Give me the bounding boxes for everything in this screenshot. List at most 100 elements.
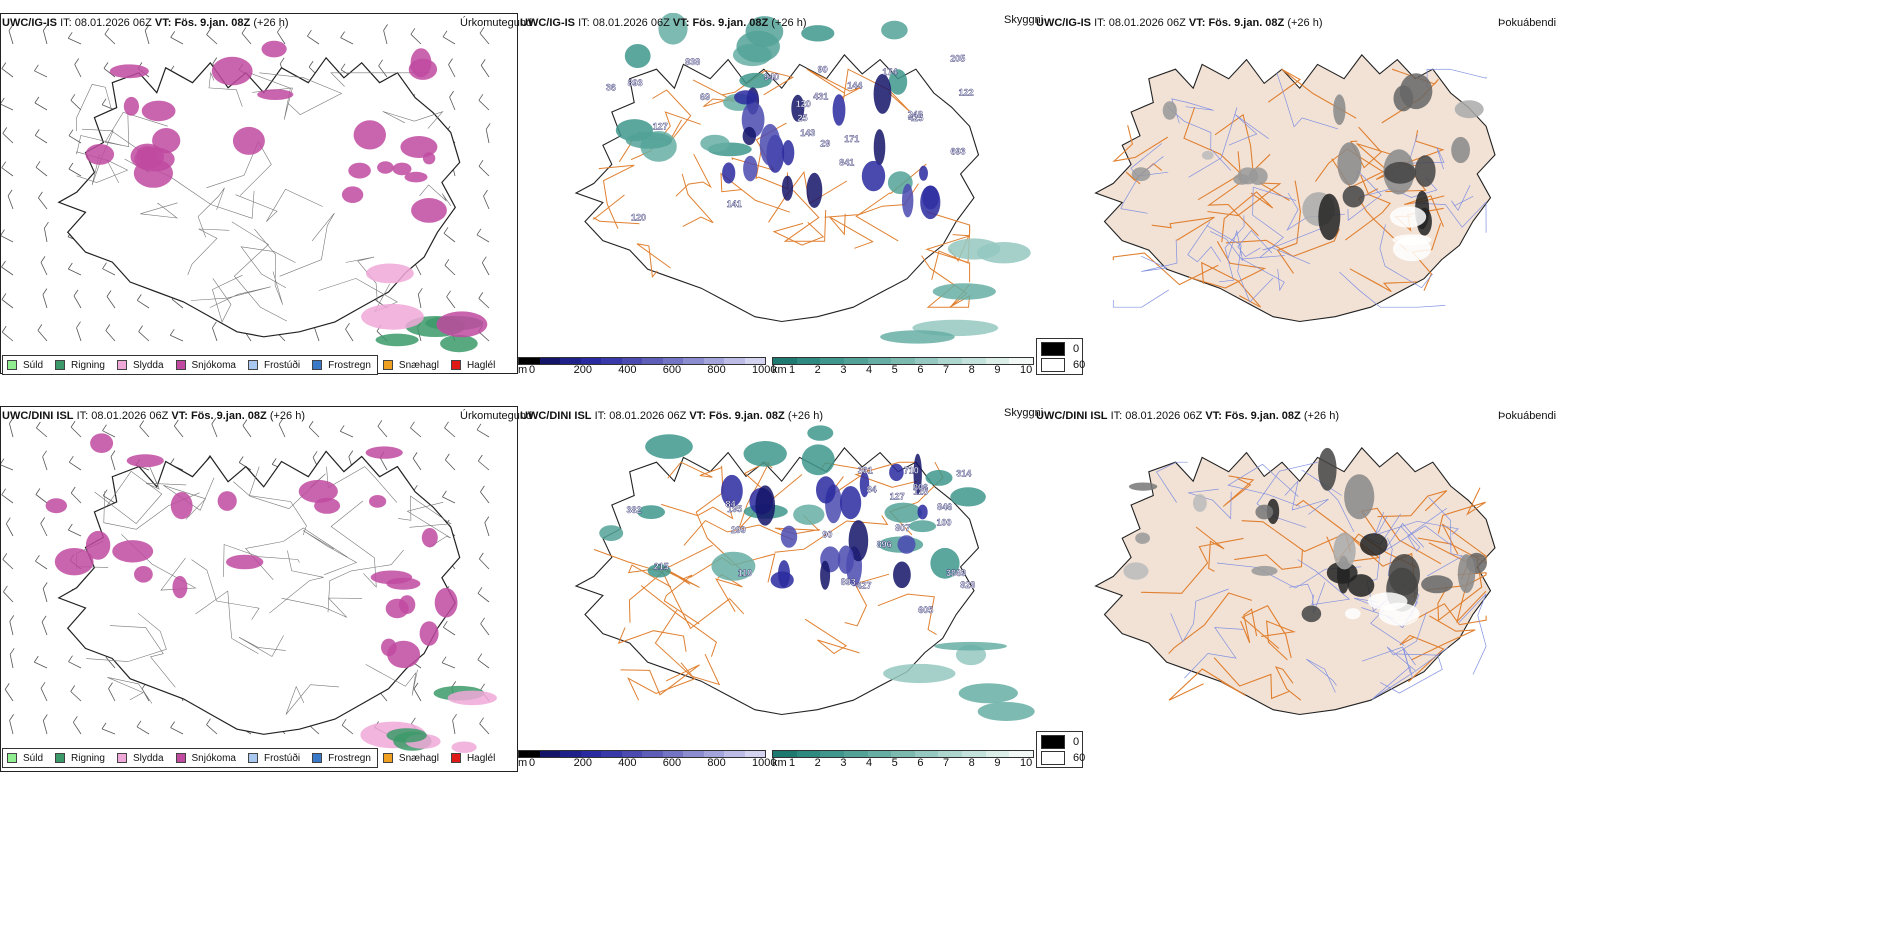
- legend-item-0: Súld: [7, 753, 43, 764]
- fog-legend-swatch: [1041, 358, 1065, 372]
- precip-areas: [85, 40, 488, 353]
- header-cloud-bottom: UWC/DINI ISL IT: 08.01.2026 06Z VT: Fös.…: [520, 409, 823, 423]
- legend-swatch: [450, 360, 461, 370]
- model-name: UWC/DINI ISL: [1036, 410, 1108, 422]
- legend-swatch: [450, 753, 461, 763]
- legend-swatch: [55, 753, 66, 763]
- legend-label: Snæhagl: [398, 752, 439, 764]
- cloud-base-label: 84: [726, 499, 736, 509]
- vt-value: Fös. 9.jan. 08Z: [692, 17, 769, 29]
- it-value: 08.01.2026 06Z: [592, 17, 670, 29]
- colorbar-tick: 2: [814, 364, 821, 376]
- colorbar-tick: 0: [529, 364, 536, 376]
- legend-label: Snjókoma: [191, 752, 236, 764]
- legend-label: Slydda: [132, 752, 164, 764]
- iceland-map: [57, 450, 461, 735]
- colorbar-unit: m: [518, 364, 528, 376]
- colorbar-tick: 800: [707, 364, 726, 376]
- visibility-areas: [615, 13, 1031, 344]
- fog-panel-top: [1038, 13, 1554, 358]
- cloud-base-label: 605: [918, 605, 933, 615]
- header-precip-bottom: UWC/DINI ISL IT: 08.01.2026 06Z VT: Fös.…: [2, 409, 305, 423]
- cloud-base-label: 143: [800, 128, 815, 138]
- fog-indicator-areas: [1123, 447, 1487, 626]
- legend-item-7: Haglél: [450, 360, 495, 371]
- panel-title-cloud-bottom: Skyggni: [1004, 407, 1044, 419]
- fog-legend-label: 60: [1073, 752, 1086, 764]
- cloud-base-label: 893: [628, 78, 643, 88]
- cloud-base-label: 823: [960, 580, 975, 590]
- cloud-base-label: 171: [844, 134, 859, 144]
- cloud-base-label: 120: [631, 213, 646, 223]
- cloud-base-label: 710: [904, 465, 919, 475]
- it-value: 08.01.2026 06Z: [74, 17, 152, 29]
- colorbar-tick: 400: [618, 757, 637, 769]
- legend-label: Rigning: [71, 359, 105, 371]
- model-name: UWC/IG-IS: [520, 17, 575, 29]
- fog-legend-item-top: 0: [1041, 342, 1079, 356]
- colorbar-tick: 1: [789, 757, 796, 769]
- colorbar-tick: 200: [573, 364, 592, 376]
- header-cloud-top: UWC/IG-IS IT: 08.01.2026 06Z VT: Fös. 9.…: [520, 16, 807, 30]
- colorbar-tick: 3: [840, 364, 847, 376]
- colorbar-unit: m: [518, 757, 528, 769]
- cloud-base-label: 427: [857, 580, 872, 590]
- colorbar-tick: 9: [994, 364, 1001, 376]
- legend-label: Súld: [23, 752, 44, 764]
- cloud-base-label: 893: [841, 577, 856, 587]
- colorbar-tick: 7: [943, 364, 950, 376]
- legend-item-4: Frostúði: [247, 752, 301, 764]
- legend-swatch: [116, 360, 127, 370]
- colorbar-tick: 1000: [752, 757, 777, 769]
- fog-legend-label: 60: [1073, 359, 1086, 371]
- colorbar-tick: 0: [529, 757, 536, 769]
- cloud-base-areas: [721, 453, 928, 590]
- iceland-map: [57, 56, 461, 338]
- colorbar-strip: [518, 750, 766, 758]
- legend-item-2: Slydda: [116, 360, 164, 371]
- iceland-map: [1094, 54, 1496, 323]
- colorbar-tick: 600: [662, 364, 682, 376]
- cloud-base-label: 84: [867, 485, 877, 495]
- colorbar-tick: 10: [1020, 364, 1033, 376]
- cloud-base-label: 361: [858, 465, 873, 475]
- legend-item-1: Rigning: [55, 360, 105, 371]
- cloud-base-label: 69: [700, 92, 710, 102]
- cloud-base-label: 841: [839, 158, 854, 168]
- vt-value: Fös. 9.jan. 08Z: [1224, 410, 1301, 422]
- fog-legend-swatch: [1041, 342, 1065, 356]
- colorbar-tick: 6: [917, 364, 924, 376]
- fog-legend-top: 0 60: [1036, 338, 1086, 375]
- fog-legend-item-bottom: 60: [1041, 751, 1085, 765]
- cloud-base-label: 248: [908, 110, 923, 120]
- cloud-base-label: 314: [956, 469, 971, 479]
- header-precip-top: UWC/IG-IS IT: 08.01.2026 06Z VT: Fös. 9.…: [2, 16, 289, 30]
- iceland-map: [1094, 447, 1496, 716]
- panel-title-precip-bottom: Úrkomutegund: [460, 410, 533, 422]
- it-value: 08.01.2026 06Z: [1125, 410, 1203, 422]
- legend-item-3: Snjókoma: [175, 752, 236, 764]
- iceland-map: [574, 54, 980, 323]
- cloud-base-label: 195: [727, 504, 742, 514]
- cloud-base-label: 299: [731, 525, 746, 535]
- fog-legend-swatch: [1041, 735, 1065, 749]
- legend-label: Frostúði: [263, 752, 301, 764]
- visibility-colorbar-bottom: km 1 2 3 4 5 6 7 8 9 10: [772, 750, 1036, 770]
- precip-legend-bottom: Súld Rigning Slydda Snjókoma Frostúði Frostre…: [2, 748, 495, 768]
- fog-legend-label: 0: [1073, 343, 1080, 355]
- cloud-base-label: 838: [685, 57, 700, 67]
- legend-swatch: [312, 753, 323, 763]
- it-value: 08.01.2026 06Z: [609, 410, 687, 422]
- precip-areas: [45, 433, 497, 753]
- fog-panel-bottom: [1038, 406, 1554, 751]
- panel-title-precip-top: Úrkomutegund: [460, 17, 533, 29]
- cloud-base-label: 896: [877, 539, 892, 549]
- legend-swatch: [247, 360, 258, 370]
- lead-time: (+26 h): [1287, 17, 1323, 29]
- colorbar-tick: 5: [891, 757, 898, 769]
- cloud-base-label: 3869: [946, 568, 966, 578]
- legend-swatch: [247, 753, 258, 763]
- vt-value: Fös. 9.jan. 08Z: [174, 17, 251, 29]
- legend-swatch: [382, 753, 393, 763]
- it-label: IT:: [60, 17, 72, 29]
